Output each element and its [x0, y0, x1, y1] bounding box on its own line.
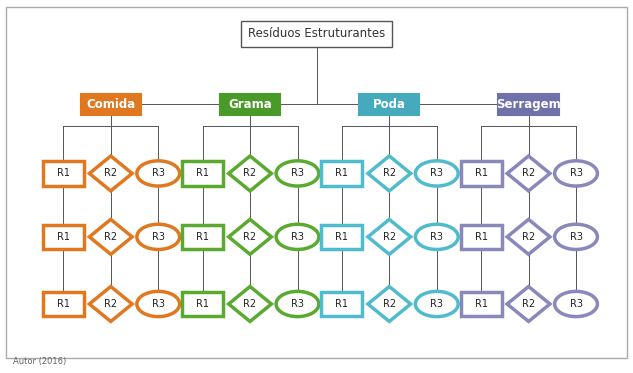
- Text: R2: R2: [383, 232, 396, 242]
- Circle shape: [137, 161, 180, 186]
- Text: R2: R2: [104, 232, 117, 242]
- Text: Comida: Comida: [86, 98, 135, 111]
- FancyBboxPatch shape: [461, 161, 501, 185]
- Polygon shape: [89, 156, 132, 191]
- FancyBboxPatch shape: [322, 292, 362, 316]
- Circle shape: [137, 291, 180, 317]
- Text: R3: R3: [291, 299, 304, 309]
- Text: R1: R1: [196, 299, 209, 309]
- Text: R1: R1: [335, 232, 348, 242]
- FancyBboxPatch shape: [360, 94, 419, 115]
- Text: R1: R1: [475, 232, 487, 242]
- Polygon shape: [229, 156, 272, 191]
- Circle shape: [555, 161, 598, 186]
- FancyBboxPatch shape: [461, 225, 501, 249]
- Text: R1: R1: [57, 169, 70, 178]
- Text: R2: R2: [104, 169, 117, 178]
- FancyBboxPatch shape: [461, 292, 501, 316]
- Circle shape: [276, 161, 319, 186]
- Circle shape: [555, 224, 598, 250]
- Polygon shape: [507, 219, 550, 254]
- Text: R2: R2: [522, 299, 535, 309]
- Polygon shape: [229, 286, 272, 322]
- Text: R1: R1: [335, 299, 348, 309]
- FancyBboxPatch shape: [241, 21, 392, 47]
- Text: R3: R3: [430, 299, 443, 309]
- Circle shape: [415, 291, 458, 317]
- FancyBboxPatch shape: [182, 161, 223, 185]
- Text: R1: R1: [196, 232, 209, 242]
- Text: R1: R1: [335, 169, 348, 178]
- Text: Autor (2016): Autor (2016): [13, 357, 66, 366]
- Text: R3: R3: [152, 169, 165, 178]
- FancyBboxPatch shape: [42, 225, 84, 249]
- Circle shape: [137, 224, 180, 250]
- Text: R2: R2: [522, 169, 535, 178]
- Text: R2: R2: [383, 299, 396, 309]
- FancyBboxPatch shape: [182, 292, 223, 316]
- Text: R3: R3: [570, 169, 582, 178]
- Text: R2: R2: [244, 299, 256, 309]
- FancyBboxPatch shape: [182, 225, 223, 249]
- FancyBboxPatch shape: [81, 94, 141, 115]
- Text: R1: R1: [475, 169, 487, 178]
- Text: R1: R1: [57, 299, 70, 309]
- Text: R3: R3: [152, 299, 165, 309]
- Polygon shape: [507, 156, 550, 191]
- Polygon shape: [368, 156, 411, 191]
- Text: R2: R2: [244, 232, 256, 242]
- Text: R3: R3: [430, 169, 443, 178]
- Polygon shape: [229, 219, 272, 254]
- Text: R3: R3: [570, 232, 582, 242]
- Polygon shape: [507, 286, 550, 322]
- Text: R2: R2: [522, 232, 535, 242]
- Text: R1: R1: [57, 232, 70, 242]
- Text: R3: R3: [430, 232, 443, 242]
- Polygon shape: [368, 286, 411, 322]
- Circle shape: [276, 224, 319, 250]
- FancyBboxPatch shape: [220, 94, 280, 115]
- Text: Resíduos Estruturantes: Resíduos Estruturantes: [248, 27, 385, 40]
- Polygon shape: [368, 219, 411, 254]
- FancyBboxPatch shape: [42, 292, 84, 316]
- Text: R1: R1: [475, 299, 487, 309]
- Text: R3: R3: [152, 232, 165, 242]
- Circle shape: [555, 291, 598, 317]
- Text: R3: R3: [570, 299, 582, 309]
- Text: R2: R2: [104, 299, 117, 309]
- Text: R3: R3: [291, 169, 304, 178]
- Text: Poda: Poda: [373, 98, 406, 111]
- Circle shape: [415, 224, 458, 250]
- Circle shape: [415, 161, 458, 186]
- Text: R3: R3: [291, 232, 304, 242]
- Polygon shape: [89, 286, 132, 322]
- Circle shape: [276, 291, 319, 317]
- Text: R2: R2: [244, 169, 256, 178]
- FancyBboxPatch shape: [322, 161, 362, 185]
- Polygon shape: [89, 219, 132, 254]
- Text: Grama: Grama: [228, 98, 272, 111]
- FancyBboxPatch shape: [499, 94, 558, 115]
- Text: R2: R2: [383, 169, 396, 178]
- Text: Serragem: Serragem: [496, 98, 561, 111]
- FancyBboxPatch shape: [322, 225, 362, 249]
- Text: R1: R1: [196, 169, 209, 178]
- FancyBboxPatch shape: [42, 161, 84, 185]
- FancyBboxPatch shape: [6, 7, 627, 358]
